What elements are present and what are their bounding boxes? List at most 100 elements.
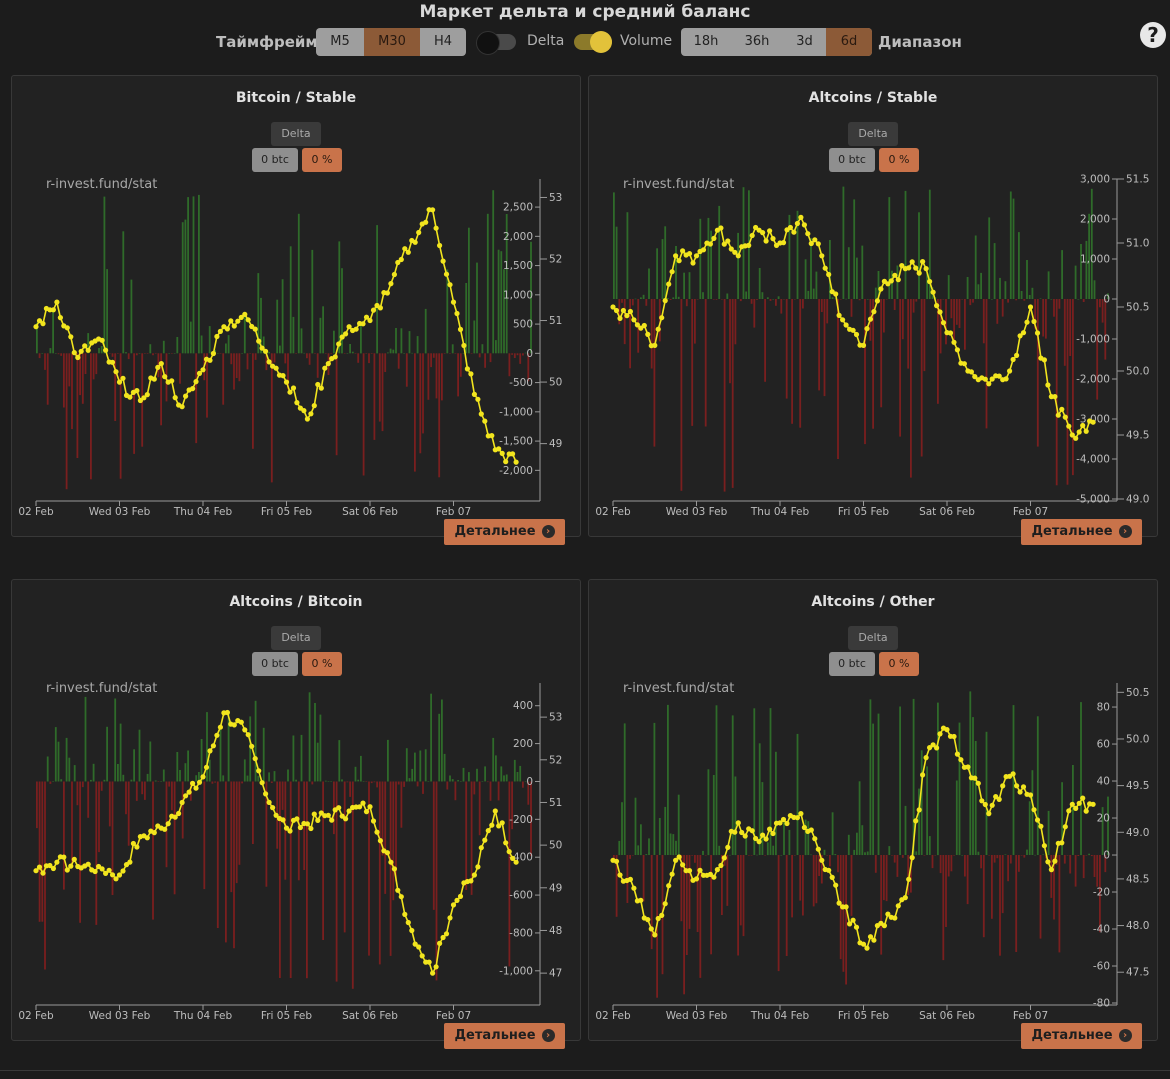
delta-bar (243, 312, 246, 354)
delta-bar (1080, 244, 1082, 299)
delta-bar (497, 781, 500, 801)
balance-point (927, 745, 933, 751)
details-button[interactable]: Детальнее › (444, 1023, 565, 1049)
delta-bar (883, 855, 885, 901)
balance-point (954, 751, 960, 757)
balance-point (259, 345, 265, 351)
delta-bar (513, 759, 516, 782)
balance-point (700, 247, 707, 253)
delta-bar (492, 737, 495, 782)
balance-point (906, 265, 912, 271)
balance-point (850, 327, 856, 333)
delta-bar (899, 706, 901, 855)
delta-button[interactable]: Delta (271, 626, 321, 650)
range-36h-button[interactable]: 36h (744, 34, 770, 49)
balance-tick-label: 51.5 (1126, 174, 1149, 186)
balance-point (662, 298, 668, 304)
delta-bar (238, 781, 241, 865)
balance-point (165, 821, 171, 827)
delta-bar (669, 833, 672, 855)
delta-bar (775, 751, 777, 856)
delta-bar (144, 781, 146, 800)
delta-bar (289, 246, 292, 354)
balance-point (895, 903, 901, 909)
timeframe-m5-button[interactable]: M5 (330, 34, 350, 49)
delta-bar (486, 213, 489, 354)
help-icon[interactable]: ? (1140, 22, 1166, 48)
balance-point (714, 867, 720, 873)
delta-bar (443, 353, 446, 354)
delta-bar (1058, 299, 1061, 309)
balance-point (923, 266, 929, 272)
delta-toggle[interactable] (476, 31, 516, 55)
details-button[interactable]: Детальнее › (444, 519, 565, 545)
x-tick-label: Fri 05 Feb (261, 1010, 312, 1022)
delta-bar (1020, 291, 1023, 299)
delta-bar (791, 299, 793, 424)
balance-point (468, 878, 474, 884)
chart-svg: r-invest.fund/stat 02 Feb Wed 03 Feb Thu 04… (595, 681, 1149, 1022)
delta-bar (874, 855, 877, 873)
delta-bar (850, 855, 853, 916)
delta-bar (653, 722, 656, 855)
balance-point (210, 350, 216, 357)
timeframe-h4-button[interactable]: H4 (433, 34, 453, 49)
delta-bar (100, 781, 103, 791)
balance-point (617, 872, 623, 878)
balance-point (787, 224, 793, 231)
delta-bar (149, 344, 152, 354)
delta-bar (438, 353, 441, 478)
delta-bar (764, 299, 766, 382)
delta-bar (152, 781, 154, 920)
delta-bar (184, 219, 187, 354)
delta-bar (888, 197, 891, 299)
delta-bar (233, 781, 235, 949)
delta-bar (335, 353, 338, 456)
delta-bar (769, 708, 772, 855)
delta-bar (306, 353, 308, 359)
balance-point (360, 800, 366, 806)
delta-bar (238, 353, 241, 382)
delta-button[interactable]: Delta (848, 122, 898, 146)
delta-bar (427, 781, 430, 782)
timeframe-m30-button[interactable]: M30 (364, 28, 420, 56)
balance-point (655, 326, 661, 332)
balance-point (1034, 817, 1041, 823)
delta-bar (1066, 855, 1069, 856)
balance-tick-label: 51 (549, 797, 562, 809)
delta-bar (1085, 240, 1088, 299)
balance-point (833, 291, 839, 297)
delta-button[interactable]: Delta (271, 122, 321, 146)
x-tick-label: Feb 07 (1013, 1010, 1048, 1022)
delta-bar (311, 781, 314, 785)
delta-bar (330, 353, 333, 354)
delta-bar (804, 259, 807, 299)
balance-point (874, 298, 880, 304)
delta-bar (149, 741, 152, 782)
balance-point (777, 820, 783, 826)
range-selector: 18h 36h 3d 6d (681, 28, 872, 56)
details-button[interactable]: Детальнее › (1021, 519, 1142, 545)
delta-bar (834, 854, 837, 856)
volume-toggle[interactable] (574, 31, 612, 53)
range-6d-button[interactable]: 6d (826, 28, 872, 56)
delta-bar (103, 779, 106, 782)
delta-bar (524, 352, 527, 354)
delta-bar (750, 299, 753, 304)
delta-bar (753, 708, 756, 855)
balance-tick-label: 48 (549, 925, 562, 937)
details-button[interactable]: Детальнее › (1021, 1023, 1142, 1049)
balance-point (193, 379, 199, 385)
delta-bar (893, 855, 896, 863)
delta-tick-label: 0 (526, 348, 533, 360)
range-3d-button[interactable]: 3d (796, 34, 813, 49)
delta-button[interactable]: Delta (848, 626, 898, 650)
delta-bar (422, 353, 424, 434)
delta-bar (672, 834, 675, 856)
range-18h-button[interactable]: 18h (693, 34, 719, 49)
delta-bar (861, 245, 864, 299)
balance-point (721, 855, 727, 861)
balance-point (1031, 318, 1037, 325)
balance-point (1083, 428, 1089, 434)
delta-bar (281, 781, 284, 810)
